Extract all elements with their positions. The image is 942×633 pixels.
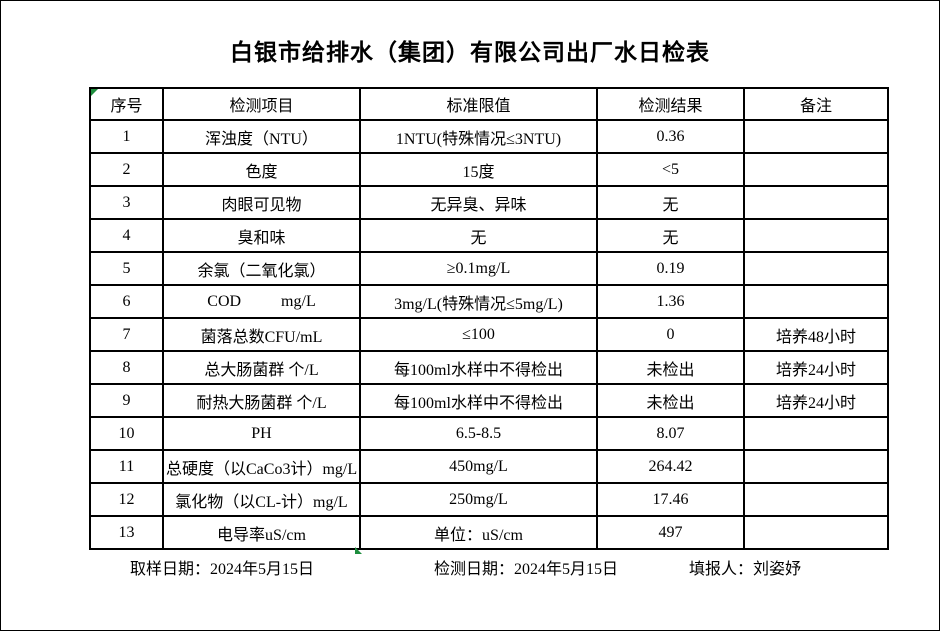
header-no-label: 序号 bbox=[110, 98, 143, 115]
testing-date-label: 检测日期：2024年5月15日 bbox=[434, 561, 619, 578]
cell-serial-number: 3 bbox=[89, 185, 164, 220]
header-cell-item: 检测项目 bbox=[162, 87, 361, 121]
cell-serial-number: 11 bbox=[89, 449, 164, 484]
table-row: 1 浑浊度（NTU） 1NTU(特殊情况≤3NTU) 0.36 bbox=[89, 119, 889, 154]
header-cell-remark: 备注 bbox=[743, 87, 889, 121]
cell-remark: 培养24小时 bbox=[743, 350, 889, 385]
cell-serial-number: 9 bbox=[89, 383, 164, 418]
cell-remark bbox=[743, 515, 889, 550]
table-row: 9 耐热大肠菌群 个/L 每100ml水样中不得检出 未检出 培养24小时 bbox=[89, 383, 889, 418]
cell-standard-limit: 6.5-8.5 bbox=[359, 416, 598, 451]
cell-remark bbox=[743, 416, 889, 451]
header-cell-standard: 标准限值 bbox=[359, 87, 598, 121]
cell-standard-limit: 15度 bbox=[359, 152, 598, 187]
cell-serial-number: 6 bbox=[89, 284, 164, 319]
cell-serial-number: 4 bbox=[89, 218, 164, 253]
table-row: 4 臭和味 无 无 bbox=[89, 218, 889, 253]
cell-test-item: 臭和味 bbox=[162, 218, 361, 253]
cell-standard-limit: 单位：uS/cm bbox=[359, 515, 598, 550]
table-row: 3 肉眼可见物 无异臭、异味 无 bbox=[89, 185, 889, 220]
header-row: 序号 检测项目 标准限值 检测结果 备注 bbox=[89, 87, 889, 121]
cell-test-item: 菌落总数CFU/mL bbox=[162, 317, 361, 352]
table-row: 2 色度 15度 <5 bbox=[89, 152, 889, 187]
table-row: 10 PH 6.5-8.5 8.07 bbox=[89, 416, 889, 451]
cell-test-result: 未检出 bbox=[596, 383, 745, 418]
table-row: 13 电导率uS/cm 单位：uS/cm 497 bbox=[89, 515, 889, 550]
cell-test-item: COD mg/L bbox=[162, 284, 361, 319]
cell-standard-limit: 250mg/L bbox=[359, 482, 598, 517]
cell-serial-number: 2 bbox=[89, 152, 164, 187]
header-cell-no: 序号 bbox=[89, 87, 164, 121]
cell-test-result: 497 bbox=[596, 515, 745, 550]
cell-test-result: 0.36 bbox=[596, 119, 745, 154]
cell-test-item: 余氯（二氧化氯） bbox=[162, 251, 361, 286]
table-row: 7 菌落总数CFU/mL ≤100 0 培养48小时 bbox=[89, 317, 889, 352]
cell-standard-limit: 无异臭、异味 bbox=[359, 185, 598, 220]
cell-test-item: 电导率uS/cm bbox=[162, 515, 361, 550]
cell-standard-limit: ≥0.1mg/L bbox=[359, 251, 598, 286]
cell-serial-number: 10 bbox=[89, 416, 164, 451]
cell-test-item: 氯化物（以CL-计）mg/L bbox=[162, 482, 361, 517]
cell-standard-limit: 450mg/L bbox=[359, 449, 598, 484]
table-row: 11 总硬度（以CaCo3计）mg/L 450mg/L 264.42 bbox=[89, 449, 889, 484]
cell-test-result: 1.36 bbox=[596, 284, 745, 319]
cell-standard-limit: 3mg/L(特殊情况≤5mg/L) bbox=[359, 284, 598, 319]
cell-test-item: 总大肠菌群 个/L bbox=[162, 350, 361, 385]
cell-standard-limit: 1NTU(特殊情况≤3NTU) bbox=[359, 119, 598, 154]
cell-test-item: 色度 bbox=[162, 152, 361, 187]
cell-serial-number: 7 bbox=[89, 317, 164, 352]
cell-test-result: 264.42 bbox=[596, 449, 745, 484]
cell-test-item: PH bbox=[162, 416, 361, 451]
footer: 取样日期：2024年5月15日 检测日期：2024年5月15日 填报人：刘姿妤 bbox=[1, 555, 939, 578]
cell-remark bbox=[743, 185, 889, 220]
cell-serial-number: 13 bbox=[89, 515, 164, 550]
cell-remark bbox=[743, 152, 889, 187]
table-row: 6 COD mg/L 3mg/L(特殊情况≤5mg/L) 1.36 bbox=[89, 284, 889, 319]
cell-test-result: 0 bbox=[596, 317, 745, 352]
cell-serial-number: 5 bbox=[89, 251, 164, 286]
cell-serial-number: 1 bbox=[89, 119, 164, 154]
cell-test-result: 无 bbox=[596, 185, 745, 220]
table-body: 1 浑浊度（NTU） 1NTU(特殊情况≤3NTU) 0.36 2 色度 15度… bbox=[89, 119, 889, 550]
cell-test-item: 浑浊度（NTU） bbox=[162, 119, 361, 154]
cell-remark bbox=[743, 284, 889, 319]
cell-standard-limit: 每100ml水样中不得检出 bbox=[359, 350, 598, 385]
excel-corner-flag-icon bbox=[92, 90, 98, 96]
cell-standard-limit: ≤100 bbox=[359, 317, 598, 352]
page-title: 白银市给排水（集团）有限公司出厂水日检表 bbox=[230, 40, 710, 65]
cell-standard-limit: 每100ml水样中不得检出 bbox=[359, 383, 598, 418]
cell-remark bbox=[743, 218, 889, 253]
cell-standard-limit: 无 bbox=[359, 218, 598, 253]
cell-test-result: 17.46 bbox=[596, 482, 745, 517]
sampling-date-label: 取样日期：2024年5月15日 bbox=[130, 561, 315, 578]
cell-test-result: <5 bbox=[596, 152, 745, 187]
cell-remark bbox=[743, 251, 889, 286]
excel-green-mark-icon bbox=[355, 547, 362, 554]
cell-serial-number: 12 bbox=[89, 482, 164, 517]
cell-remark bbox=[743, 449, 889, 484]
inspection-table: 序号 检测项目 标准限值 检测结果 备注 1 浑浊度（NTU） 1NTU(特殊情… bbox=[89, 87, 889, 550]
cell-test-result: 8.07 bbox=[596, 416, 745, 451]
table-row: 8 总大肠菌群 个/L 每100ml水样中不得检出 未检出 培养24小时 bbox=[89, 350, 889, 385]
header-cell-result: 检测结果 bbox=[596, 87, 745, 121]
cell-test-item: 耐热大肠菌群 个/L bbox=[162, 383, 361, 418]
cell-remark bbox=[743, 482, 889, 517]
table-row: 5 余氯（二氧化氯） ≥0.1mg/L 0.19 bbox=[89, 251, 889, 286]
cell-remark: 培养48小时 bbox=[743, 317, 889, 352]
cell-test-item: 总硬度（以CaCo3计）mg/L bbox=[162, 449, 361, 484]
cell-test-result: 无 bbox=[596, 218, 745, 253]
cell-test-result: 0.19 bbox=[596, 251, 745, 286]
cell-remark: 培养24小时 bbox=[743, 383, 889, 418]
cell-remark bbox=[743, 119, 889, 154]
table-row: 12 氯化物（以CL-计）mg/L 250mg/L 17.46 bbox=[89, 482, 889, 517]
cell-test-item: 肉眼可见物 bbox=[162, 185, 361, 220]
cell-test-result: 未检出 bbox=[596, 350, 745, 385]
cell-serial-number: 8 bbox=[89, 350, 164, 385]
reporter-label: 填报人：刘姿妤 bbox=[689, 561, 802, 578]
